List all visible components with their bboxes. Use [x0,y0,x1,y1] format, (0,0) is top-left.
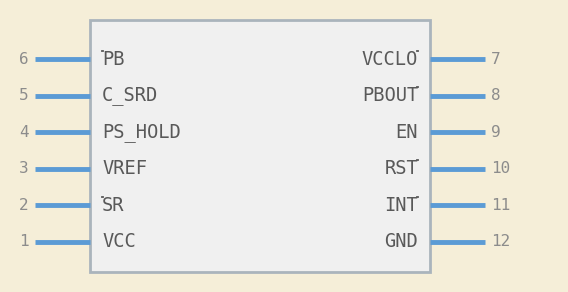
Text: PB: PB [102,50,124,69]
Text: INT: INT [384,196,418,215]
Text: C_SRD: C_SRD [102,86,158,105]
Text: 12: 12 [491,234,510,249]
Text: PS_HOLD: PS_HOLD [102,123,181,142]
Text: VREF: VREF [102,159,147,178]
Text: 3: 3 [19,161,29,176]
Text: 5: 5 [19,88,29,103]
Text: PBOUT: PBOUT [362,86,418,105]
Text: SR: SR [102,196,124,215]
Text: VCC: VCC [102,232,136,251]
Text: RST: RST [384,159,418,178]
Text: 2: 2 [19,198,29,213]
Text: 1: 1 [19,234,29,249]
Text: 6: 6 [19,52,29,67]
Text: GND: GND [384,232,418,251]
Bar [90,20,430,272]
Text: 7: 7 [491,52,500,67]
Text: 10: 10 [491,161,510,176]
Text: 8: 8 [491,88,500,103]
Text: 11: 11 [491,198,510,213]
Text: 4: 4 [19,125,29,140]
Text: EN: EN [395,123,418,142]
Text: VCCLO: VCCLO [362,50,418,69]
Text: 9: 9 [491,125,500,140]
